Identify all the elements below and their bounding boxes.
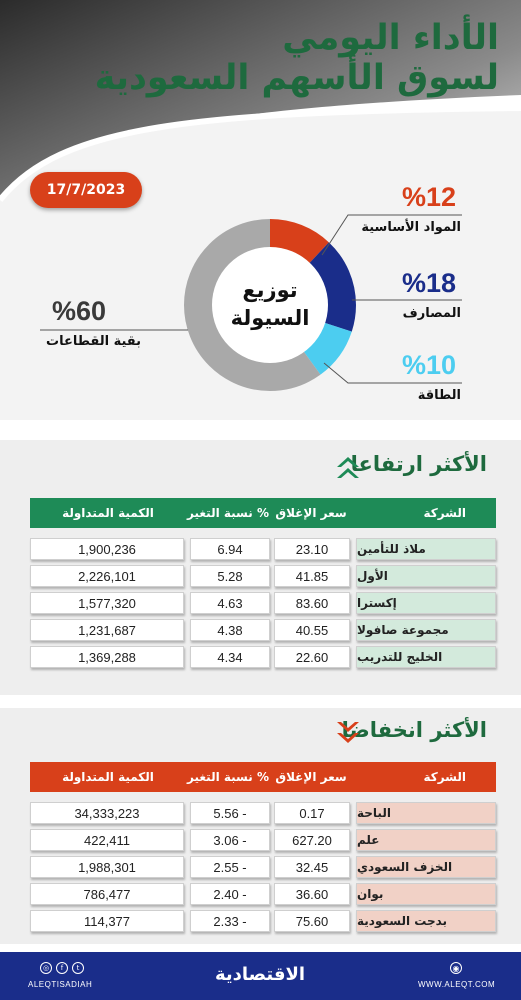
change-cell: 5.28 xyxy=(190,565,270,587)
header-close: سعر الإغلاق xyxy=(275,770,347,784)
close-cell: 36.60 xyxy=(274,883,350,905)
close-cell: 40.55 xyxy=(274,619,350,641)
down-arrows-icon xyxy=(337,722,359,743)
close-cell: 75.60 xyxy=(274,910,350,932)
volume-cell: 1,369,288 xyxy=(30,646,184,668)
change-cell: 2.55 - xyxy=(190,856,270,878)
change-cell: 3.06 - xyxy=(190,829,270,851)
losers-table-header: الكمية المتداولة نسبة التغير % سعر الإغل… xyxy=(30,762,496,792)
company-cell: بدجت السعودية xyxy=(356,910,496,932)
volume-cell: 2,226,101 xyxy=(30,565,184,587)
volume-cell: 786,477 xyxy=(30,883,184,905)
company-cell: الخزف السعودي xyxy=(356,856,496,878)
sector-others: بقية القطاعات xyxy=(46,334,142,349)
donut-center-line2: السيولة xyxy=(230,306,310,330)
change-cell: 2.33 - xyxy=(190,910,270,932)
close-cell: 627.20 xyxy=(274,829,350,851)
donut-segment-banks xyxy=(184,219,356,391)
table-row: 114,377 2.33 - 75.60 بدجت السعودية xyxy=(30,910,496,932)
losers-band xyxy=(0,708,521,944)
company-cell: الأول xyxy=(356,565,496,587)
table-row: 1,231,687 4.38 40.55 مجموعة صافولا xyxy=(30,619,496,641)
close-cell: 83.60 xyxy=(274,592,350,614)
change-cell: 2.40 - xyxy=(190,883,270,905)
social-icons: ◎ f t xyxy=(40,962,84,974)
donut-center-label: توزيع السيولة xyxy=(220,276,320,332)
pct-banks: %18 xyxy=(402,268,457,298)
sector-materials: المواد الأساسية xyxy=(361,220,461,235)
header-volume: الكمية المتداولة xyxy=(62,770,154,784)
title-line-2: لسوق الأسهم السعودية xyxy=(94,58,500,98)
header-company: الشركة xyxy=(423,506,466,520)
change-cell: 5.56 - xyxy=(190,802,270,824)
company-cell: بوان xyxy=(356,883,496,905)
losers-title: الأكثر انخفاضا xyxy=(341,718,487,742)
header-close: سعر الإغلاق xyxy=(275,506,347,520)
pct-energy: %10 xyxy=(402,350,457,380)
pct-materials: %12 xyxy=(402,182,457,212)
close-cell: 22.60 xyxy=(274,646,350,668)
company-cell: ملاذ للتأمين xyxy=(356,538,496,560)
close-cell: 41.85 xyxy=(274,565,350,587)
header-volume: الكمية المتداولة xyxy=(62,506,154,520)
close-cell: 0.17 xyxy=(274,802,350,824)
pct-others: %60 xyxy=(52,296,107,326)
twitter-icon[interactable]: t xyxy=(72,962,84,974)
brand-logo: الاقتصادية xyxy=(214,964,306,985)
change-cell: 6.94 xyxy=(190,538,270,560)
social-handle[interactable]: ALEQTISADIAH xyxy=(28,980,93,989)
gainers-title: الأكثر ارتفاعا xyxy=(350,452,487,476)
volume-cell: 1,988,301 xyxy=(30,856,184,878)
close-cell: 23.10 xyxy=(274,538,350,560)
table-row: 1,900,236 6.94 23.10 ملاذ للتأمين xyxy=(30,538,496,560)
company-cell: إكسترا xyxy=(356,592,496,614)
header-company: الشركة xyxy=(423,770,466,784)
volume-cell: 422,411 xyxy=(30,829,184,851)
volume-cell: 114,377 xyxy=(30,910,184,932)
footer-bar: ◎ f t ALEQTISADIAH الاقتصادية ◉ WWW.ALEQ… xyxy=(0,952,521,1000)
volume-cell: 34,333,223 xyxy=(30,802,184,824)
volume-cell: 1,900,236 xyxy=(30,538,184,560)
table-row: 786,477 2.40 - 36.60 بوان xyxy=(30,883,496,905)
table-row: 1,988,301 2.55 - 32.45 الخزف السعودي xyxy=(30,856,496,878)
close-cell: 32.45 xyxy=(274,856,350,878)
change-cell: 4.34 xyxy=(190,646,270,668)
leader-line-materials xyxy=(321,214,462,256)
change-cell: 4.38 xyxy=(190,619,270,641)
donut-center-line1: توزيع xyxy=(242,278,298,302)
leader-line-energy xyxy=(323,362,462,384)
table-row: 422,411 3.06 - 627.20 علم xyxy=(30,829,496,851)
date-badge: 17/7/2023 xyxy=(30,172,142,208)
liquidity-donut-chart xyxy=(40,214,462,391)
table-row: 2,226,101 5.28 41.85 الأول xyxy=(30,565,496,587)
sector-banks: المصارف xyxy=(402,306,461,321)
header-change: نسبة التغير % xyxy=(187,506,269,520)
company-cell: الخليج للتدريب xyxy=(356,646,496,668)
title-line-1: الأداء اليومي xyxy=(282,18,500,58)
volume-cell: 1,577,320 xyxy=(30,592,184,614)
facebook-icon[interactable]: f xyxy=(56,962,68,974)
company-cell: مجموعة صافولا xyxy=(356,619,496,641)
gainers-table-header: الكمية المتداولة نسبة التغير % سعر الإغل… xyxy=(30,498,496,528)
donut-segment-others xyxy=(184,219,356,391)
header-change: نسبة التغير % xyxy=(187,770,269,784)
change-cell: 4.63 xyxy=(190,592,270,614)
table-row: 1,369,288 4.34 22.60 الخليج للتدريب xyxy=(30,646,496,668)
table-row: 1,577,320 4.63 83.60 إكسترا xyxy=(30,592,496,614)
sector-energy: الطاقة xyxy=(417,388,461,403)
company-cell: الباحة xyxy=(356,802,496,824)
globe-icon: ◉ xyxy=(450,962,462,974)
volume-cell: 1,231,687 xyxy=(30,619,184,641)
company-cell: علم xyxy=(356,829,496,851)
up-arrows-icon xyxy=(337,457,359,478)
instagram-icon[interactable]: ◎ xyxy=(40,962,52,974)
website-link[interactable]: WWW.ALEQT.COM xyxy=(418,980,496,989)
table-row: 34,333,223 5.56 - 0.17 الباحة xyxy=(30,802,496,824)
